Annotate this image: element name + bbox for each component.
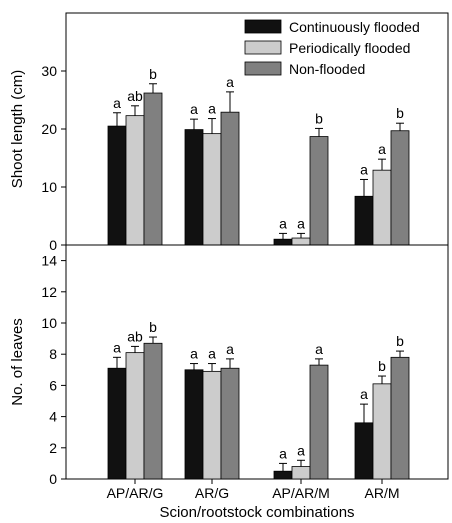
bar: [143, 92, 163, 246]
y-tick-label: 6: [49, 377, 57, 393]
x-tick-label: AP/AR/M: [272, 485, 330, 501]
bar: [220, 111, 240, 246]
y-tick-label: 20: [41, 121, 57, 137]
bar: [125, 115, 145, 246]
significance-letter: a: [297, 215, 305, 231]
bar: [390, 356, 410, 480]
significance-letter: a: [297, 442, 305, 458]
x-tick-label: AR/G: [195, 485, 229, 501]
significance-letter: b: [396, 105, 404, 121]
significance-letter: b: [149, 66, 157, 82]
significance-letter: a: [113, 339, 121, 355]
legend: Continuously flooded Periodically flooded…: [244, 19, 420, 77]
y-tick-label: 2: [49, 440, 57, 456]
significance-letter: a: [190, 101, 198, 117]
significance-letter: a: [208, 101, 216, 117]
bar: [291, 237, 311, 246]
bar: [143, 342, 163, 480]
y-tick-label: 14: [41, 253, 57, 269]
significance-letter: ab: [127, 328, 143, 344]
y-tick-label: 4: [49, 409, 57, 425]
bar: [291, 466, 311, 480]
bar: [390, 130, 410, 246]
y-tick-label: 8: [49, 346, 57, 362]
legend-swatch: [244, 19, 282, 34]
y-tick-label: 10: [41, 179, 57, 195]
significance-letter: a: [279, 215, 287, 231]
bottom-plot-frame: [65, 244, 449, 480]
bar: [273, 238, 293, 246]
top-y-axis-label: Shoot length (cm): [9, 70, 26, 188]
x-tick-labels: AP/AR/G AR/G AP/AR/M AR/M: [107, 479, 400, 501]
y-tick-label: 0: [49, 471, 57, 487]
significance-letter: a: [360, 386, 368, 402]
significance-letter: a: [279, 445, 287, 461]
bar: [309, 364, 329, 480]
bar: [372, 383, 392, 480]
significance-letter: a: [208, 346, 216, 362]
significance-letter: a: [226, 341, 234, 357]
significance-letter: a: [113, 95, 121, 111]
significance-letter: a: [378, 141, 386, 157]
significance-letter: b: [396, 333, 404, 349]
significance-letter: ab: [127, 88, 143, 104]
bar: [202, 133, 222, 246]
bar: [273, 470, 293, 480]
x-tick-label: AP/AR/G: [107, 485, 164, 501]
y-tick-label: 0: [49, 237, 57, 253]
legend-label: Periodically flooded: [289, 40, 410, 56]
significance-letter: a: [226, 74, 234, 90]
bar: [184, 129, 204, 246]
bar: [220, 367, 240, 480]
legend-label: Non-flooded: [289, 61, 365, 77]
x-tick-label: AR/M: [365, 485, 400, 501]
bottom-y-ticks: 0 2 4 6 8 10 12 14: [41, 253, 66, 487]
bar: [354, 195, 374, 246]
bar: [372, 169, 392, 246]
bottom-y-axis-label: No. of leaves: [9, 318, 26, 406]
bar: [354, 422, 374, 480]
legend-swatch: [244, 40, 282, 55]
bar: [309, 136, 329, 246]
bar: [125, 352, 145, 480]
bar: [107, 367, 127, 480]
top-y-ticks: 0 10 20 30: [41, 63, 66, 253]
significance-letter: a: [190, 346, 198, 362]
x-axis-label: Scion/rootstock combinations: [159, 504, 354, 521]
y-tick-label: 12: [41, 284, 57, 300]
bar: [107, 125, 127, 246]
significance-letter: b: [378, 358, 386, 374]
significance-letter: a: [360, 161, 368, 177]
legend-label: Continuously flooded: [289, 19, 420, 35]
significance-letter: b: [315, 110, 323, 126]
significance-letter: b: [149, 319, 157, 335]
y-tick-label: 10: [41, 315, 57, 331]
legend-swatch: [244, 61, 282, 76]
significance-letter: a: [315, 341, 323, 357]
bar: [184, 369, 204, 480]
y-tick-label: 30: [41, 63, 57, 79]
bar: [202, 370, 222, 480]
